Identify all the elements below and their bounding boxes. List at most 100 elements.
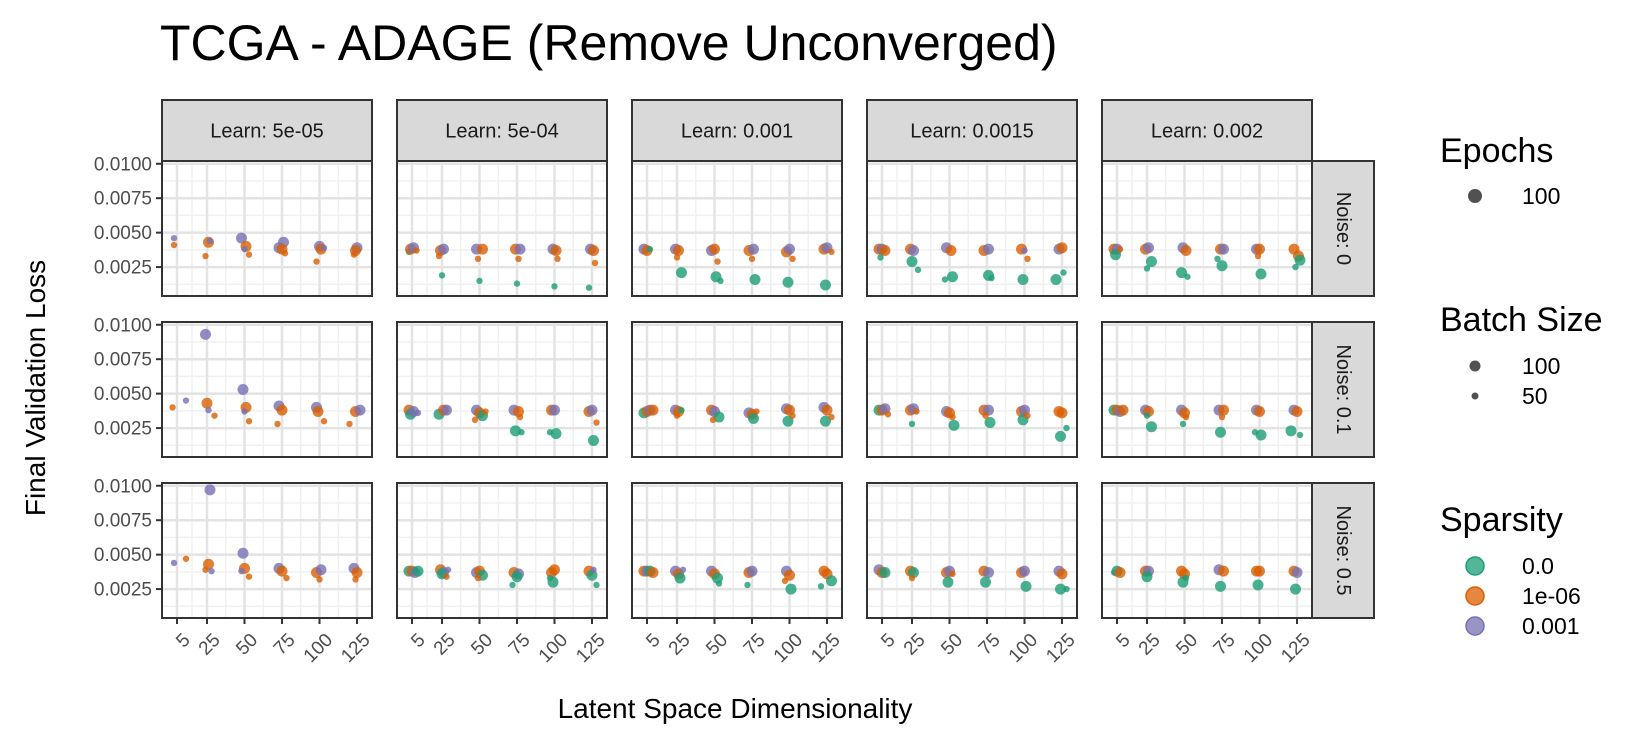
data-point xyxy=(315,564,327,576)
data-point xyxy=(1117,404,1129,416)
data-point xyxy=(1291,406,1303,418)
data-point xyxy=(312,406,324,418)
data-point xyxy=(820,279,831,291)
data-point xyxy=(879,567,891,579)
data-point xyxy=(1218,413,1226,421)
data-point xyxy=(245,573,253,580)
data-point xyxy=(238,567,245,575)
data-point xyxy=(354,404,366,416)
x-tick-label: 100 xyxy=(300,630,337,667)
data-point xyxy=(676,267,687,279)
x-tick-label: 5 xyxy=(407,630,429,652)
x-tick-label: 25 xyxy=(195,630,225,660)
data-point xyxy=(554,255,561,263)
data-point xyxy=(1056,242,1068,254)
legend-sparsity-0-key xyxy=(1465,556,1485,576)
data-point xyxy=(782,415,794,427)
y-tick-label: 0.0100 xyxy=(94,315,152,336)
x-tick-label: 25 xyxy=(900,630,930,660)
facet-strip-col xyxy=(396,99,608,162)
legend-batch-100-label: 100 xyxy=(1522,353,1560,379)
data-point xyxy=(988,274,995,282)
x-tick-label: 125 xyxy=(572,630,609,667)
legend-batch-size: Batch Size 100 50 xyxy=(1440,301,1603,409)
x-tick-label: 75 xyxy=(270,630,300,660)
data-point xyxy=(1254,406,1265,418)
x-tick-label: 100 xyxy=(770,630,807,667)
data-point xyxy=(202,566,209,573)
data-point xyxy=(591,259,599,267)
y-tick-label: 0.0075 xyxy=(94,511,152,532)
data-point xyxy=(438,243,449,255)
panel-border xyxy=(631,321,843,458)
data-point xyxy=(413,247,420,254)
x-tick-label: 50 xyxy=(1172,630,1202,660)
data-point xyxy=(208,567,215,575)
data-point xyxy=(1252,579,1264,591)
data-point xyxy=(942,576,954,588)
data-point xyxy=(914,266,922,274)
data-point xyxy=(477,243,488,255)
data-point xyxy=(980,576,991,588)
data-point xyxy=(474,255,482,263)
data-point xyxy=(471,416,479,424)
data-point xyxy=(908,245,919,257)
x-tick-label: 75 xyxy=(505,630,535,660)
data-point xyxy=(1218,565,1229,577)
data-point xyxy=(948,419,960,431)
data-point xyxy=(1055,583,1066,595)
x-tick-label: 5 xyxy=(172,630,194,652)
data-point xyxy=(673,245,684,257)
data-point xyxy=(820,415,831,427)
data-point xyxy=(585,284,593,291)
legend-batch-50-label: 50 xyxy=(1522,383,1548,409)
data-point xyxy=(1050,273,1062,285)
data-point xyxy=(313,258,320,265)
data-point xyxy=(1254,243,1265,255)
data-point xyxy=(206,237,214,245)
panel-border xyxy=(1101,160,1313,297)
panel-border xyxy=(396,321,608,458)
data-point xyxy=(782,276,794,288)
y-tick-label: 0.0025 xyxy=(94,580,152,601)
panel-background xyxy=(867,161,1077,296)
data-point xyxy=(593,419,600,426)
data-point xyxy=(590,566,597,573)
panel-background xyxy=(397,161,607,296)
data-point xyxy=(516,413,524,421)
panel-border xyxy=(866,321,1078,458)
data-point xyxy=(984,417,996,429)
data-point xyxy=(1254,565,1265,577)
data-point xyxy=(817,583,825,590)
data-point xyxy=(414,409,422,417)
data-point xyxy=(1024,255,1031,263)
data-point xyxy=(1017,273,1029,285)
y-tick-label: 0.0075 xyxy=(94,350,152,371)
data-point xyxy=(549,404,560,416)
data-point xyxy=(474,574,482,582)
y-tick-label: 0.0100 xyxy=(94,154,152,175)
data-point xyxy=(1019,565,1030,577)
data-point xyxy=(908,420,916,428)
data-point xyxy=(241,245,248,253)
data-point xyxy=(1180,245,1192,257)
data-point xyxy=(237,547,249,559)
data-point xyxy=(877,254,884,261)
x-tick-label: 125 xyxy=(1042,630,1079,667)
y-tick-label: 0.0025 xyxy=(94,258,152,279)
data-point xyxy=(274,420,281,428)
facet-panels: Learn: 5e-05 Learn: 5e-04 Learn: 0.001 Lear… xyxy=(94,99,1375,667)
data-point xyxy=(482,408,489,415)
data-point xyxy=(1146,421,1157,433)
data-point xyxy=(241,408,248,415)
data-point xyxy=(748,255,756,263)
legend-sparsity-1e06-label: 1e-06 xyxy=(1522,583,1581,609)
data-point xyxy=(781,577,789,585)
data-point xyxy=(1020,580,1032,592)
panel-border xyxy=(396,482,608,619)
data-point xyxy=(709,243,720,255)
data-point xyxy=(514,243,526,255)
data-point xyxy=(748,243,759,255)
x-tick-label: 75 xyxy=(975,630,1005,660)
data-point xyxy=(438,272,446,279)
